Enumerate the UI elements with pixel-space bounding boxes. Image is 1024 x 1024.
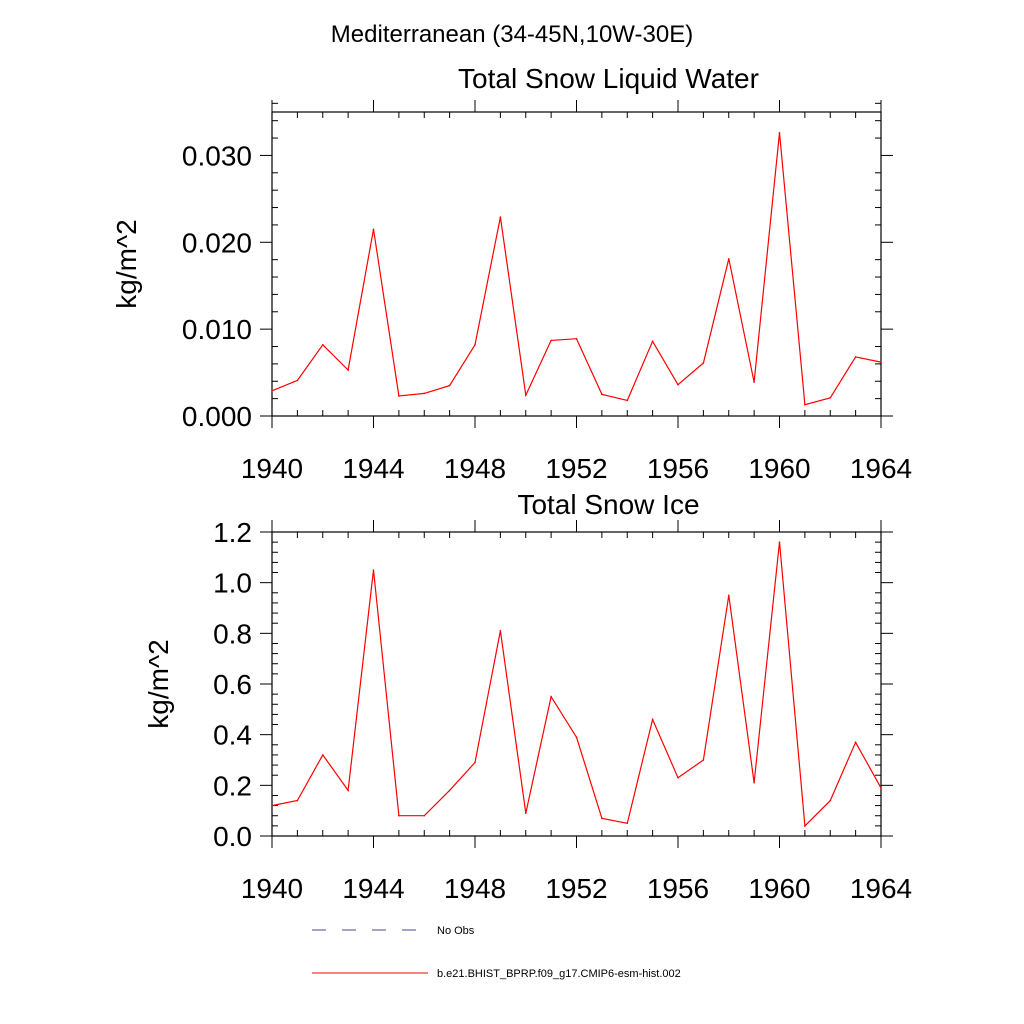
y-tick-label: 1.2 [213, 517, 252, 548]
data-point [347, 369, 349, 371]
data-point [804, 825, 806, 827]
data-point [702, 759, 705, 761]
figure-suptitle: Mediterranean (34-45N,10W-30E) [331, 21, 693, 48]
data-point [448, 789, 451, 792]
data-point [677, 383, 679, 386]
data-point [423, 814, 426, 817]
data-point [651, 718, 654, 721]
y-axis-label: kg/m^2 [143, 639, 174, 728]
x-tick-label: 1956 [647, 873, 709, 904]
y-tick-label: 0.000 [182, 401, 252, 432]
y-tick-label: 0.6 [213, 669, 252, 700]
data-point [372, 228, 375, 231]
x-tick-label: 1964 [850, 873, 912, 904]
x-tick-label: 1940 [241, 453, 303, 484]
chart-panels: Total Snow Liquid Water kg/m^2 1940 1944 194… [111, 63, 912, 904]
data-point [398, 814, 400, 817]
data-point [499, 630, 502, 632]
x-tick-label: 1960 [748, 453, 810, 484]
data-point [398, 395, 400, 397]
data-point [474, 343, 476, 346]
data-point [829, 799, 832, 802]
data-point [854, 741, 857, 744]
data-point [474, 761, 476, 764]
chart-panel-1: Total Snow Liquid Water kg/m^2 1940 1944 194… [111, 63, 912, 484]
data-point [753, 381, 755, 383]
data-point [880, 361, 882, 363]
legend-label-1: No Obs [437, 925, 475, 937]
data-point [321, 754, 324, 756]
series-line [271, 132, 882, 406]
chart-panel-2: Total Snow Ice kg/m^2 1940 1944 1948 1952 1956… [143, 489, 912, 904]
x-tick-label: 1952 [545, 453, 607, 484]
data-point [271, 390, 273, 392]
x-tick-label: 1944 [342, 873, 404, 904]
y-tick-label: 0.020 [182, 227, 252, 258]
y-tick-label: 0.0 [213, 821, 252, 852]
data-point [804, 403, 806, 406]
x-tick-label: 1956 [647, 453, 709, 484]
x-tick-label: 1964 [850, 453, 912, 484]
data-point [727, 257, 730, 260]
x-tick-label: 1948 [444, 873, 506, 904]
data-point [524, 394, 527, 396]
y-tick-label: 0.010 [182, 314, 252, 345]
data-point [677, 776, 679, 779]
y-tick-label: 0.8 [213, 618, 252, 649]
data-point [296, 799, 299, 802]
x-tick-label: 1952 [545, 873, 607, 904]
data-point [524, 812, 527, 814]
legend-label-2: b.e21.BHIST_BPRP.f09_g17.CMIP6-esm-hist.… [437, 968, 681, 980]
series-line [271, 542, 882, 828]
chart-title: Total Snow Liquid Water [458, 63, 759, 94]
y-tick-label: 0.4 [213, 720, 252, 751]
data-point [753, 782, 755, 784]
y-axis-label: kg/m^2 [111, 219, 142, 308]
data-point [575, 736, 578, 738]
data-point [550, 695, 552, 698]
data-point [347, 789, 349, 792]
chart-title: Total Snow Ice [517, 489, 699, 520]
data-point [448, 384, 451, 387]
y-tick-label: 0.2 [213, 770, 252, 801]
data-point [778, 132, 781, 134]
data-point [601, 393, 603, 396]
x-tick-label: 1960 [748, 873, 810, 904]
data-point [880, 787, 882, 789]
data-point [296, 379, 299, 382]
chart-legend: No Obs b.e21.BHIST_BPRP.f09_g17.CMIP6-esm… [312, 925, 681, 980]
x-tick-label: 1948 [444, 453, 506, 484]
data-point [651, 340, 654, 343]
data-point [499, 216, 502, 218]
data-point [626, 822, 629, 825]
data-point [575, 337, 578, 340]
x-tick-label: 1940 [241, 873, 303, 904]
x-tick-label: 1944 [342, 453, 404, 484]
data-point [778, 541, 781, 543]
data-point [626, 399, 629, 402]
data-point [829, 396, 832, 399]
data-point [423, 392, 426, 395]
plot-frame [271, 111, 882, 417]
data-point [727, 594, 730, 597]
y-tick-label: 1.0 [213, 568, 252, 599]
data-point [854, 356, 857, 358]
data-point [601, 817, 603, 820]
data-point [271, 804, 273, 807]
data-point [321, 343, 324, 346]
data-point [702, 362, 705, 364]
y-tick-label: 0.030 [182, 140, 252, 171]
data-point [372, 569, 375, 571]
plot-frame [271, 531, 882, 837]
data-point [550, 339, 552, 342]
